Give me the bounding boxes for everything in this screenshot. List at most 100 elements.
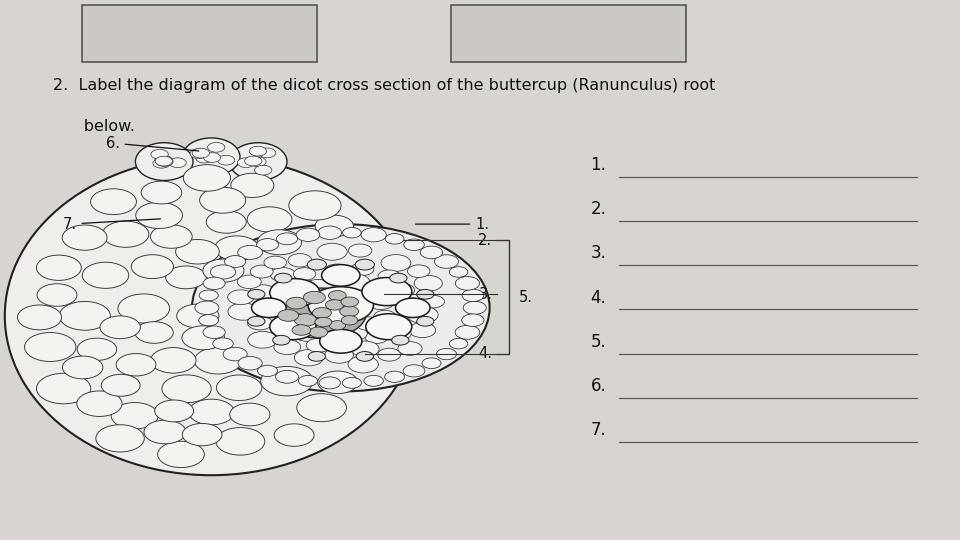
Circle shape xyxy=(296,228,320,241)
Circle shape xyxy=(348,356,378,373)
Circle shape xyxy=(276,233,298,245)
Circle shape xyxy=(257,230,301,255)
Circle shape xyxy=(366,281,389,294)
Circle shape xyxy=(365,330,388,343)
Circle shape xyxy=(366,314,412,340)
Circle shape xyxy=(343,327,368,340)
Circle shape xyxy=(228,303,258,320)
Circle shape xyxy=(307,259,326,270)
Text: 3.: 3. xyxy=(479,287,492,302)
Circle shape xyxy=(265,296,294,312)
Circle shape xyxy=(223,347,247,361)
Circle shape xyxy=(251,265,273,278)
Circle shape xyxy=(151,348,196,373)
Circle shape xyxy=(194,347,242,374)
Circle shape xyxy=(392,284,415,296)
Circle shape xyxy=(206,211,246,233)
Circle shape xyxy=(261,367,313,396)
Circle shape xyxy=(156,156,173,166)
Circle shape xyxy=(250,146,267,156)
Circle shape xyxy=(381,254,411,271)
Circle shape xyxy=(216,375,262,401)
Circle shape xyxy=(319,377,341,389)
Circle shape xyxy=(414,275,443,291)
Circle shape xyxy=(392,335,409,345)
Circle shape xyxy=(288,254,312,267)
Circle shape xyxy=(399,294,424,308)
Circle shape xyxy=(215,236,259,261)
Circle shape xyxy=(190,149,207,159)
Circle shape xyxy=(238,356,262,370)
Circle shape xyxy=(228,290,254,305)
Circle shape xyxy=(256,239,278,251)
Text: 4.: 4. xyxy=(478,346,492,361)
Circle shape xyxy=(462,289,484,301)
Circle shape xyxy=(449,267,468,277)
Circle shape xyxy=(312,307,331,318)
Circle shape xyxy=(216,428,265,455)
Circle shape xyxy=(299,375,318,386)
Circle shape xyxy=(275,315,300,330)
Circle shape xyxy=(351,341,379,357)
Circle shape xyxy=(192,148,209,158)
Circle shape xyxy=(248,332,277,348)
Circle shape xyxy=(407,306,438,323)
Circle shape xyxy=(329,321,346,330)
Circle shape xyxy=(343,377,361,388)
Circle shape xyxy=(254,165,272,175)
Circle shape xyxy=(271,267,296,282)
Circle shape xyxy=(364,375,383,386)
Circle shape xyxy=(162,375,211,403)
Circle shape xyxy=(77,338,117,360)
Circle shape xyxy=(196,153,213,163)
Circle shape xyxy=(177,304,219,328)
Text: below.: below. xyxy=(53,119,134,134)
Circle shape xyxy=(463,301,487,314)
Circle shape xyxy=(455,325,480,339)
Text: 7.: 7. xyxy=(62,217,160,232)
Circle shape xyxy=(270,314,316,340)
Circle shape xyxy=(385,233,404,244)
Circle shape xyxy=(156,157,173,166)
Circle shape xyxy=(355,259,374,270)
Circle shape xyxy=(378,270,400,282)
Circle shape xyxy=(135,202,182,228)
Circle shape xyxy=(275,273,292,283)
Circle shape xyxy=(237,158,254,167)
Circle shape xyxy=(36,373,91,404)
Circle shape xyxy=(315,318,332,327)
Circle shape xyxy=(248,316,265,326)
Circle shape xyxy=(422,358,441,369)
Circle shape xyxy=(155,155,172,165)
Circle shape xyxy=(366,293,395,309)
Circle shape xyxy=(295,310,318,323)
Circle shape xyxy=(356,352,373,361)
Circle shape xyxy=(204,153,221,163)
Text: 5.: 5. xyxy=(590,333,606,351)
Circle shape xyxy=(169,158,186,167)
Circle shape xyxy=(116,354,156,376)
Circle shape xyxy=(420,246,443,259)
Circle shape xyxy=(166,266,206,289)
Text: 5.: 5. xyxy=(518,289,533,305)
Circle shape xyxy=(199,315,219,326)
Circle shape xyxy=(377,348,400,361)
Circle shape xyxy=(182,423,222,446)
Circle shape xyxy=(141,181,181,204)
Circle shape xyxy=(101,374,140,396)
Circle shape xyxy=(417,289,434,299)
Circle shape xyxy=(385,371,404,382)
Circle shape xyxy=(339,274,370,291)
Circle shape xyxy=(213,338,233,349)
Text: 2.: 2. xyxy=(478,233,492,248)
Circle shape xyxy=(328,291,347,301)
Circle shape xyxy=(17,305,61,330)
Circle shape xyxy=(277,283,302,297)
Circle shape xyxy=(230,173,274,198)
Circle shape xyxy=(320,329,362,353)
Text: 2.  Label the diagram of the dicot cross section of the buttercup (Ranunculus) r: 2. Label the diagram of the dicot cross … xyxy=(53,78,715,93)
Circle shape xyxy=(111,402,158,429)
Circle shape xyxy=(25,333,76,361)
Circle shape xyxy=(238,245,262,259)
Circle shape xyxy=(277,309,299,321)
